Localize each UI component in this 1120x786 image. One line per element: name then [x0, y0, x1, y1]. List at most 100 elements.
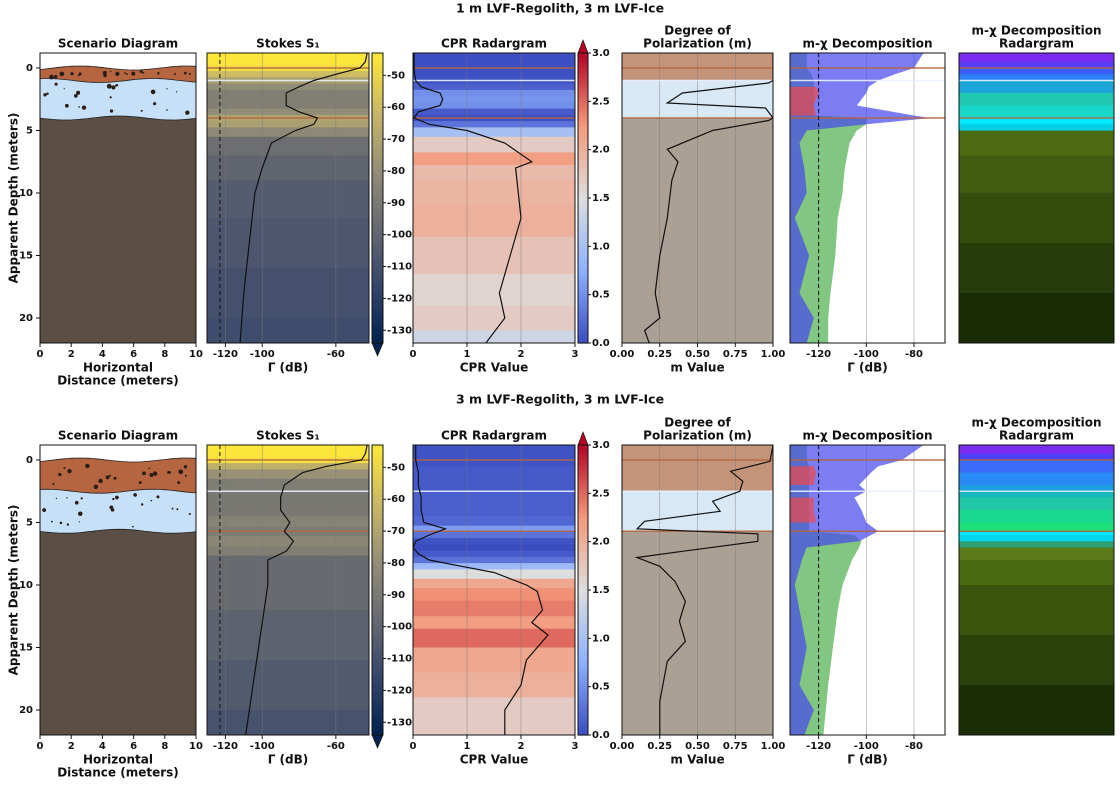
y-axis-label: Apparent Depth (meters) [7, 113, 21, 284]
colorbar-step [578, 169, 588, 175]
colorbar-step [372, 464, 383, 470]
colorbar-step [372, 696, 383, 702]
axes-frame [789, 52, 946, 344]
colorbar-step [372, 193, 383, 199]
colorbar-step [578, 275, 588, 281]
x-tick-label: 1.00 [761, 349, 786, 360]
panel: CPR Radargram 0 1 2 3 CPR Value 0.0 0.5 1.0 1.5 2.… [410, 37, 610, 375]
colorbar-step [578, 662, 588, 668]
colorbar-step [372, 256, 383, 262]
colorbar-step [578, 633, 588, 639]
pebble [184, 474, 187, 477]
x-axis-label: Horizontal [83, 361, 153, 375]
pebble [188, 72, 191, 75]
depth-stripe [413, 83, 575, 91]
radar-band [959, 453, 1114, 461]
colorbar-step [578, 270, 588, 276]
colorbar-step [578, 62, 588, 69]
colorbar-step [578, 173, 588, 180]
plot-area [413, 53, 575, 343]
pebble [63, 466, 66, 470]
colorbar-step [578, 323, 588, 330]
colorbar-step [578, 260, 588, 267]
panel-title: Scenario Diagram [58, 37, 178, 51]
colorbar-step [372, 101, 383, 107]
pebble [85, 463, 90, 469]
area [790, 497, 817, 523]
pebble [67, 469, 72, 474]
x-axis-label: Γ (dB) [268, 753, 309, 767]
colorbar-step [578, 101, 588, 107]
colorbar-step [372, 691, 383, 697]
pebble [150, 499, 153, 502]
colorbar-tick-label: -50 [387, 70, 405, 81]
colorbar-step [372, 488, 383, 494]
pebble [76, 90, 81, 95]
colorbar-step [578, 67, 588, 73]
colorbar-tick-label: -50 [387, 462, 405, 473]
colorbar-step [372, 91, 383, 98]
colorbar-step [578, 241, 588, 247]
radar-band [959, 61, 1114, 69]
x-tick-label: -60 [327, 741, 345, 752]
colorbar-step [578, 614, 588, 620]
depth-stripe [413, 180, 575, 206]
pebble [176, 91, 178, 93]
depth-stripe [207, 463, 369, 470]
depth-stripe [413, 102, 575, 110]
colorbar-step [578, 517, 588, 523]
colorbar-step [372, 570, 383, 577]
panel: m-χ Decomposition -120 -100 -80 Γ (dB) [789, 429, 946, 767]
colorbar-step [372, 275, 383, 281]
radar-band [959, 124, 1114, 131]
pebble [109, 96, 112, 99]
plot-area [413, 445, 575, 735]
colorbar-step [578, 280, 588, 286]
x-tick-label: 1 [464, 349, 471, 360]
colorbar-step [372, 657, 383, 664]
panel-title: Radargram [999, 429, 1074, 443]
x-tick-label: -120 [806, 741, 831, 752]
depth-stripe [207, 449, 369, 458]
colorbar-step [372, 517, 383, 523]
pebble [58, 472, 62, 477]
colorbar-step [578, 604, 588, 610]
colorbar-step [372, 135, 383, 141]
panel-title: Polarization (m) [643, 37, 752, 51]
plot-area [207, 445, 369, 735]
depth-stripe [207, 516, 369, 528]
depth-stripe [207, 478, 369, 492]
pebble [105, 475, 110, 480]
y-tick-label: 5 [26, 126, 33, 137]
colorbar-step [372, 652, 383, 659]
axes-frame [958, 52, 1115, 344]
colorbar-step [372, 609, 383, 615]
depth-stripe [413, 205, 575, 238]
x-tick-label: 2 [68, 349, 75, 360]
colorbar-step [372, 178, 383, 185]
x-axis-label: m Value [670, 361, 724, 375]
colorbar-step [578, 144, 588, 151]
colorbar-tick-label: 0.0 [592, 338, 610, 349]
radar-band [959, 485, 1114, 492]
panel-title: m-χ Decomposition [802, 37, 932, 51]
colorbar-step [372, 111, 383, 117]
colorbar-tick-label: -120 [387, 293, 412, 304]
colorbar-step [578, 338, 588, 344]
colorbar-step [372, 62, 383, 69]
panel-title: CPR Radargram [441, 429, 547, 443]
area [790, 445, 924, 735]
y-tick-label: 20 [19, 705, 33, 716]
x-tick-label: 6 [130, 349, 137, 360]
pebble [59, 521, 63, 525]
colorbar-step [578, 217, 588, 223]
depth-stripe [413, 136, 575, 153]
colorbar-step [578, 474, 588, 480]
pebble [177, 481, 181, 485]
depth-stripe [413, 491, 575, 505]
colorbar-tick-label: -60 [387, 494, 405, 505]
x-axis-label: Γ (dB) [268, 361, 309, 375]
colorbar-step [372, 474, 383, 480]
axes-frame [39, 52, 197, 344]
depth-stripe [413, 628, 575, 648]
